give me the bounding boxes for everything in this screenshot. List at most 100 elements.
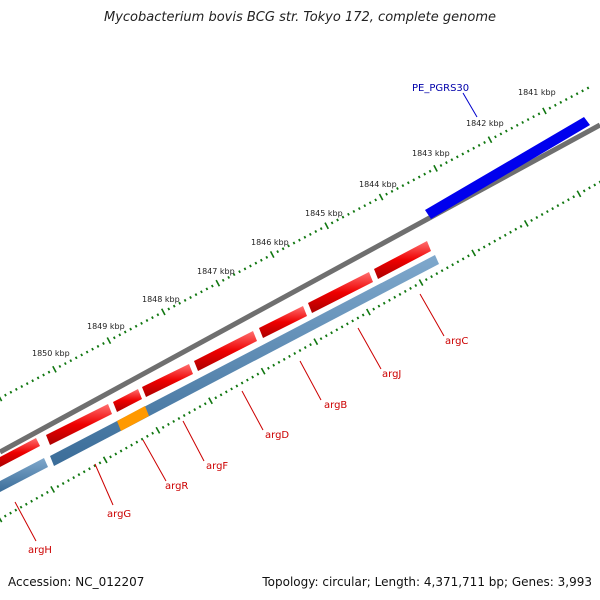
pe-pgrs30-feature[interactable] — [425, 117, 590, 219]
outer-scale-tick — [401, 184, 405, 188]
gene-track-segment-left[interactable] — [0, 458, 48, 492]
inner-scale-tick — [0, 517, 3, 523]
gene-label-argc[interactable]: argC — [445, 336, 468, 347]
inner-scale-tick — [545, 210, 549, 214]
outer-scale-tick — [243, 267, 247, 271]
outer-scale-ticks — [0, 86, 590, 402]
scale-label-1841: 1841 kbp — [518, 88, 556, 97]
inner-scale-tick — [561, 201, 565, 205]
outer-scale-tick — [477, 143, 481, 147]
inner-scale-tick — [145, 434, 149, 438]
inner-scale-tick — [40, 493, 44, 497]
outer-scale-tick — [324, 222, 330, 230]
outer-scale-tick — [74, 356, 78, 360]
argf-gene-feature[interactable] — [142, 364, 193, 397]
inner-scale-tick — [172, 419, 176, 423]
outer-scale-tick — [42, 373, 45, 377]
argj-gene-feature[interactable] — [308, 272, 373, 313]
inner-scale-tick — [277, 360, 281, 364]
outer-scale-tick — [106, 337, 112, 345]
outer-scale-tick — [439, 164, 443, 167]
topology-text: Topology: circular; Length: 4,371,711 bp… — [262, 575, 592, 589]
inner-scale-tick — [509, 230, 512, 234]
inner-scale-tick — [288, 354, 291, 358]
inner-scale-tick — [102, 456, 108, 464]
outer-scale-tick — [363, 204, 367, 208]
argd-gene-feature[interactable] — [194, 331, 257, 371]
inner-scale-tick — [35, 496, 39, 500]
inner-scale-tick — [98, 461, 102, 465]
inner-scale-tick — [235, 384, 239, 388]
inner-scale-tick — [582, 189, 586, 193]
outer-scale-tick — [406, 181, 410, 185]
outer-scale-tick — [472, 146, 476, 150]
outer-scale-tick — [96, 344, 100, 348]
outer-scale-tick — [499, 132, 503, 136]
outer-scale-tick — [433, 164, 438, 172]
outer-scale-tick — [85, 350, 89, 354]
inner-scale-tick — [488, 242, 491, 246]
inner-scale-tick — [519, 224, 523, 228]
gene-label-argg[interactable]: argG — [107, 509, 131, 520]
inner-scale-tick — [324, 334, 328, 338]
inner-scale-tick — [445, 266, 449, 270]
inner-scale-tick — [535, 215, 539, 219]
inner-scale-tick — [335, 328, 339, 332]
argc-gene-feature[interactable] — [374, 241, 431, 279]
outer-scale-tick — [510, 126, 514, 130]
inner-scale-tick — [303, 346, 307, 350]
outer-scale-tick — [160, 308, 166, 316]
outer-scale-tick — [586, 86, 590, 90]
outer-scale-tick — [537, 112, 541, 116]
outer-scale-tick — [352, 209, 356, 213]
gene-label-argd[interactable]: argD — [265, 430, 289, 441]
genome-backbone — [0, 122, 600, 455]
argr-gene-feature[interactable] — [113, 389, 142, 412]
outer-scale-tick — [357, 207, 361, 211]
inner-scale-tick — [82, 470, 86, 474]
outer-scale-tick — [249, 264, 252, 268]
outer-scale-tick — [374, 198, 378, 202]
outer-scale-tick — [341, 215, 345, 219]
outer-scale-tick — [412, 178, 416, 182]
outer-scale-tick — [172, 304, 176, 308]
inner-scale-tick — [593, 183, 597, 187]
inner-scale-tick — [14, 508, 18, 512]
outer-scale-tick — [368, 201, 372, 205]
argg-gene-feature[interactable] — [46, 404, 112, 445]
inner-scale-tick — [377, 304, 381, 308]
gene-label-argb[interactable]: argB — [324, 400, 347, 411]
argh-gene-feature[interactable] — [0, 438, 40, 467]
inner-scale-tick — [77, 473, 81, 477]
outer-scale-tick — [221, 278, 225, 282]
gene-label-argf[interactable]: argF — [206, 461, 228, 472]
inner-scale-tick — [456, 260, 460, 264]
inner-scale-tick — [298, 349, 302, 352]
inner-scale-tick — [30, 499, 33, 503]
outer-scale-tick — [4, 393, 7, 397]
gene-label-argh[interactable]: argH — [28, 545, 52, 556]
inner-scale-tick — [482, 245, 486, 249]
outer-scale-tick — [347, 212, 350, 216]
inner-scale-tick — [451, 263, 455, 267]
scale-label-1845: 1845 kbp — [305, 209, 343, 218]
outer-scale-tick — [194, 293, 198, 297]
inner-scale-tick — [214, 396, 218, 400]
gene-labels: argC argJ argB argD argF argR argG argH — [28, 336, 468, 556]
argr-highlight-feature[interactable] — [117, 406, 149, 431]
scale-label-1847: 1847 kbp — [197, 267, 235, 276]
outer-scale-tick — [428, 169, 432, 173]
gene-track-segment-main[interactable] — [50, 255, 439, 466]
gene-label-argr[interactable]: argR — [165, 481, 188, 492]
outer-scale-tick — [156, 313, 160, 317]
argb-gene-feature[interactable] — [259, 306, 307, 338]
outer-scale-tick — [276, 250, 280, 254]
outer-scale-tick — [515, 123, 519, 127]
outer-scale-tick — [31, 379, 35, 383]
inner-scale-tick — [340, 325, 344, 329]
outer-scale-tick — [308, 232, 312, 236]
gene-label-argj[interactable]: argJ — [382, 369, 401, 380]
argd-leader — [241, 390, 264, 431]
inner-scale-tick — [203, 402, 207, 406]
outer-scale-tick — [559, 100, 563, 104]
